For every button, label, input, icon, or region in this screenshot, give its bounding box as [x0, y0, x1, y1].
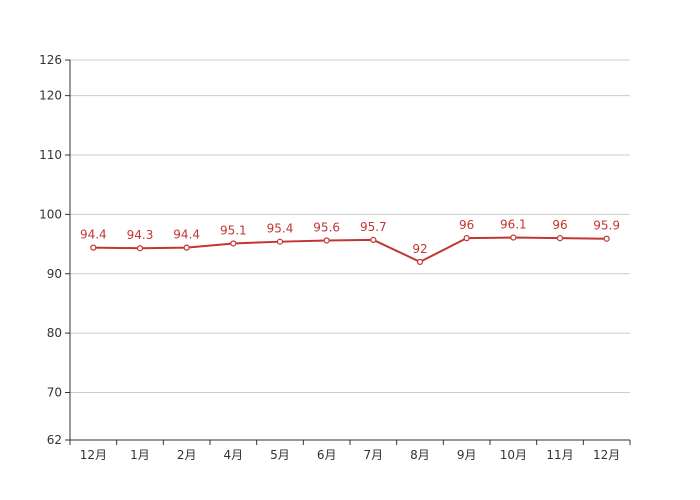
y-tick-label: 110 [39, 148, 62, 162]
data-point [136, 245, 144, 252]
x-tick-label: 8月 [410, 448, 430, 462]
data-point [463, 235, 470, 242]
data-point [90, 244, 97, 251]
data-point [510, 234, 517, 241]
x-tick-label: 6月 [317, 448, 337, 462]
data-label: 95.9 [593, 219, 620, 233]
x-tick-label: 2月 [177, 448, 197, 462]
data-label: 95.7 [360, 220, 387, 234]
y-tick-label: 100 [39, 207, 62, 221]
series-line-path [93, 236, 607, 263]
y-axis: 62 70 80 90 100 110 120 126 [39, 53, 71, 447]
data-label: 92 [412, 242, 427, 256]
x-tick-label: 10月 [500, 448, 527, 462]
x-axis: 12月 1月 2月 4月 5月 6月 7月 8月 9月 10月 11月 12月 [69, 439, 631, 462]
series-line [90, 234, 610, 265]
data-point [276, 238, 284, 245]
data-labels: 94.4 94.3 94.4 95.1 95.4 95.6 95.7 92 96 96.1 96 95… [80, 218, 620, 256]
x-tick-label: 4月 [224, 448, 244, 462]
data-label: 94.4 [173, 228, 200, 242]
data-point [556, 235, 564, 242]
y-tick-label: 80 [47, 326, 62, 340]
data-point [416, 258, 424, 265]
data-point [183, 244, 190, 251]
y-tick-label: 90 [47, 267, 62, 281]
data-label: 95.4 [267, 222, 294, 236]
data-label: 96 [552, 218, 567, 232]
x-tick-label: 5月 [270, 448, 290, 462]
data-point [323, 237, 330, 244]
x-tick-label: 11月 [546, 448, 573, 462]
x-tick-label: 9月 [457, 448, 477, 462]
data-label: 96.1 [500, 218, 527, 232]
x-tick-label: 12月 [80, 448, 107, 462]
grid-lines [70, 59, 630, 393]
y-tick-label: 120 [39, 89, 62, 103]
y-tick-label: 70 [47, 386, 62, 400]
x-tick-label: 1月 [130, 448, 150, 462]
x-tick-label: 12月 [593, 448, 620, 462]
data-label: 95.6 [313, 221, 340, 235]
data-label: 96 [459, 218, 474, 232]
data-label: 94.4 [80, 228, 107, 242]
data-point [230, 240, 237, 247]
y-tick-label: 62 [47, 433, 62, 447]
y-tick-label: 126 [39, 53, 62, 67]
data-label: 94.3 [127, 228, 154, 242]
x-tick-label: 7月 [364, 448, 384, 462]
data-point [370, 236, 377, 244]
data-label: 95.1 [220, 223, 247, 237]
data-point [603, 235, 610, 242]
